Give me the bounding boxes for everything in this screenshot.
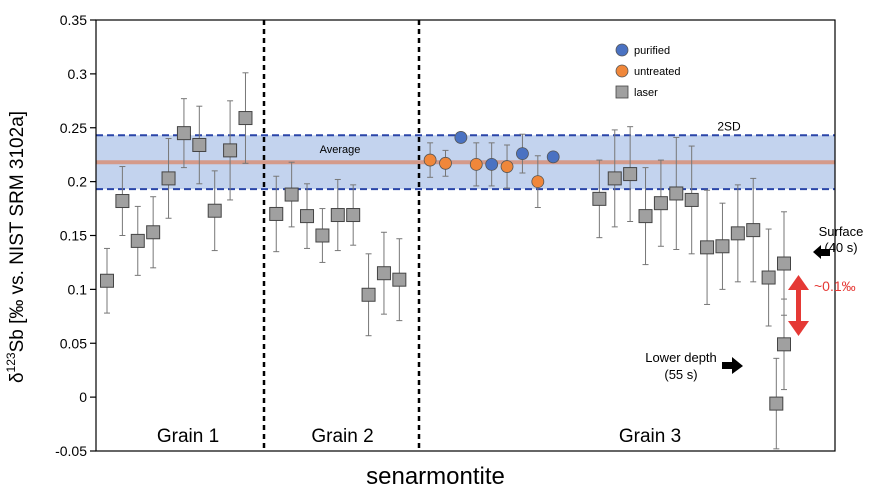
y-axis-label-superscript: 123 (4, 352, 18, 372)
y-tick-label: 0.2 (68, 174, 88, 190)
point-laser (769, 396, 784, 411)
average-label: Average (320, 144, 361, 156)
point-laser (669, 186, 684, 201)
annotation-lower-line1: Lower depth (645, 350, 717, 365)
y-tick-label: -0.05 (55, 443, 87, 459)
point-laser (715, 239, 730, 254)
y-axis-label-delta: δ (7, 372, 28, 383)
point-purified (516, 147, 529, 161)
2sd-label: 2SD (717, 119, 741, 133)
point-laser (653, 196, 668, 211)
point-laser (176, 126, 191, 141)
point-laser (346, 208, 361, 223)
annotation-surface-line1: Surface (819, 224, 864, 239)
point-laser (284, 187, 299, 202)
data-marks (100, 72, 791, 450)
point-laser (623, 167, 638, 182)
point-laser (146, 225, 161, 240)
difference-arrow-icon (788, 275, 809, 336)
point-untreated (439, 156, 452, 170)
point-laser (376, 266, 391, 281)
y-tick-label: 0.15 (60, 228, 87, 244)
point-laser (207, 203, 222, 218)
y-tick-label: 0.35 (60, 12, 87, 28)
point-laser (315, 228, 330, 243)
point-laser (115, 194, 130, 209)
point-laser (130, 233, 145, 248)
group-label-grain-1: Grain 1 (157, 426, 219, 447)
y-tick-label: 0.3 (68, 66, 88, 82)
point-laser (761, 270, 776, 285)
point-laser (592, 191, 607, 206)
annotation-surface-line2: (40 s) (824, 240, 857, 255)
legend-label-laser: laser (634, 87, 658, 99)
annotation-lower-line2: (55 s) (664, 367, 697, 382)
y-tick-label: 0.1 (68, 281, 88, 297)
point-laser (746, 223, 761, 238)
y-axis-label: δ123Sb [‰ vs. NIST SRM 3102a] (4, 111, 28, 383)
surface-arrow-icon (813, 245, 830, 259)
point-laser (238, 111, 253, 126)
point-laser (777, 337, 791, 352)
legend: purified untreated laser (603, 37, 715, 109)
point-laser (607, 171, 622, 186)
point-untreated (423, 153, 437, 167)
lower-depth-arrow-icon (722, 357, 743, 374)
point-purified (485, 157, 499, 171)
point-laser (300, 209, 315, 224)
group-label-grain-3: Grain 3 (619, 426, 681, 447)
legend-label-untreated: untreated (634, 66, 680, 78)
point-laser (730, 226, 745, 241)
point-laser (777, 256, 791, 271)
y-tick-label: 0.05 (60, 335, 87, 351)
point-laser (269, 206, 284, 221)
point-laser (684, 192, 699, 207)
point-untreated (531, 175, 545, 189)
legend-marker-untreated (615, 64, 629, 78)
y-tick-label: 0.25 (60, 120, 87, 136)
point-purified (546, 150, 560, 164)
legend-marker-laser (615, 85, 629, 99)
x-axis-label: senarmontite (366, 463, 505, 489)
point-purified (454, 131, 468, 144)
legend-label-purified: purified (634, 45, 670, 57)
point-laser (361, 287, 376, 302)
point-laser (100, 273, 114, 288)
legend-marker-purified (615, 43, 629, 57)
point-laser (192, 137, 207, 152)
point-laser (330, 208, 345, 223)
y-tick-label: 0 (79, 389, 87, 405)
y-axis: -0.05 0 0.05 0.1 0.15 0.2 0.25 0.3 0.35 (55, 12, 96, 459)
point-laser (161, 171, 176, 186)
group-label-grain-2: Grain 2 (311, 426, 373, 447)
y-axis-label-rest: Sb [‰ vs. NIST SRM 3102a] (7, 111, 28, 352)
point-laser (392, 272, 407, 287)
point-laser (638, 209, 653, 224)
plot-frame (95, 19, 836, 452)
point-laser (223, 143, 238, 158)
point-untreated (469, 157, 483, 171)
point-laser (700, 240, 715, 255)
annotation-difference: ~0.1‰ (814, 278, 856, 294)
point-untreated (500, 160, 514, 173)
